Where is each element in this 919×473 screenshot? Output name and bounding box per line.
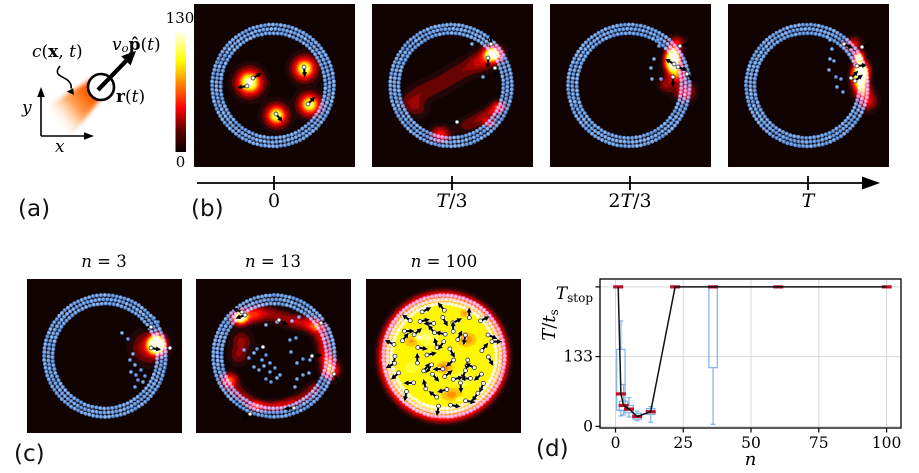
y-tick-label: 133 (563, 348, 593, 366)
colorbar-gradient (175, 30, 186, 152)
y-axis-label: y (22, 98, 32, 118)
time-axis (197, 176, 880, 190)
boxplot-svg: 0 25 50 75 100 0 133 Tstop n T/ts (539, 278, 902, 470)
simulation-snapshot (27, 279, 182, 433)
snapshot-c-n100 (366, 279, 521, 433)
velocity-arrow (96, 51, 136, 92)
snapshot-c-n3 (27, 279, 182, 433)
simulation-snapshot (366, 279, 521, 433)
schematic-panel: c(x, t) vop̂(t) r(t) y x (0, 0, 194, 230)
snapshot-b-t13 (372, 4, 533, 167)
median-marks (613, 285, 892, 419)
x-tick-label: 0 (611, 434, 621, 452)
gridlines (600, 279, 901, 428)
median-line (617, 286, 887, 418)
tick-marks (595, 286, 888, 433)
snapshot-b-t0 (194, 4, 355, 167)
colorbar-max-label: 130 (165, 9, 195, 27)
c-panel-title-n3: n = 3 (81, 252, 127, 271)
snapshot-c-n13 (196, 279, 351, 433)
concentration-trail (44, 79, 102, 138)
simulation-snapshot (194, 4, 355, 167)
squiggle-arrowhead (66, 88, 74, 95)
snapshot-b-t23 (550, 4, 711, 167)
y-axis-label: T/ts (539, 309, 561, 341)
panel-label-d: (d) (536, 436, 569, 462)
concentration-field-label: c(x, t) (32, 42, 83, 62)
x-tick-label: 50 (741, 434, 761, 452)
position-label: r(t) (116, 87, 146, 107)
label-pointer-squiggle (56, 65, 73, 89)
x-tick-label: 75 (809, 434, 829, 452)
simulation-snapshot (550, 4, 711, 167)
velocity-label: vop̂(t) (112, 35, 161, 56)
c-panel-title-n13: n = 13 (245, 252, 301, 271)
panel-label-c: (c) (14, 441, 45, 467)
colorbar-min-label: 0 (175, 153, 186, 171)
time-tick-2T3: 2T/3 (608, 190, 652, 212)
c-panel-title-n100: n = 100 (410, 252, 478, 271)
time-tick-0: 0 (267, 190, 281, 212)
x-axis-label: x (55, 137, 65, 157)
panel-label-b: (b) (191, 196, 224, 222)
colorbar: 130 0 (160, 0, 206, 180)
time-tick-T3: T/3 (436, 190, 468, 212)
y-tick-label: 0 (583, 417, 593, 435)
simulation-snapshot (196, 279, 351, 433)
snapshot-b-t1 (728, 4, 889, 167)
schematic-drawing (37, 51, 136, 140)
xy-axes (37, 87, 94, 140)
box-n36 (708, 286, 718, 425)
simulation-snapshot (728, 4, 889, 167)
x-tick-label: 100 (872, 434, 902, 452)
panel-label-a: (a) (18, 196, 51, 222)
time-tick-T: T (801, 190, 815, 212)
y-tick-label-tstop: Tstop (556, 284, 594, 305)
simulation-snapshot (372, 4, 533, 167)
boxplot-chart: 0 25 50 75 100 0 133 Tstop n T/ts (535, 245, 919, 473)
boxplots (616, 286, 718, 425)
x-tick-label: 25 (673, 434, 693, 452)
x-axis-label: n (745, 449, 757, 470)
